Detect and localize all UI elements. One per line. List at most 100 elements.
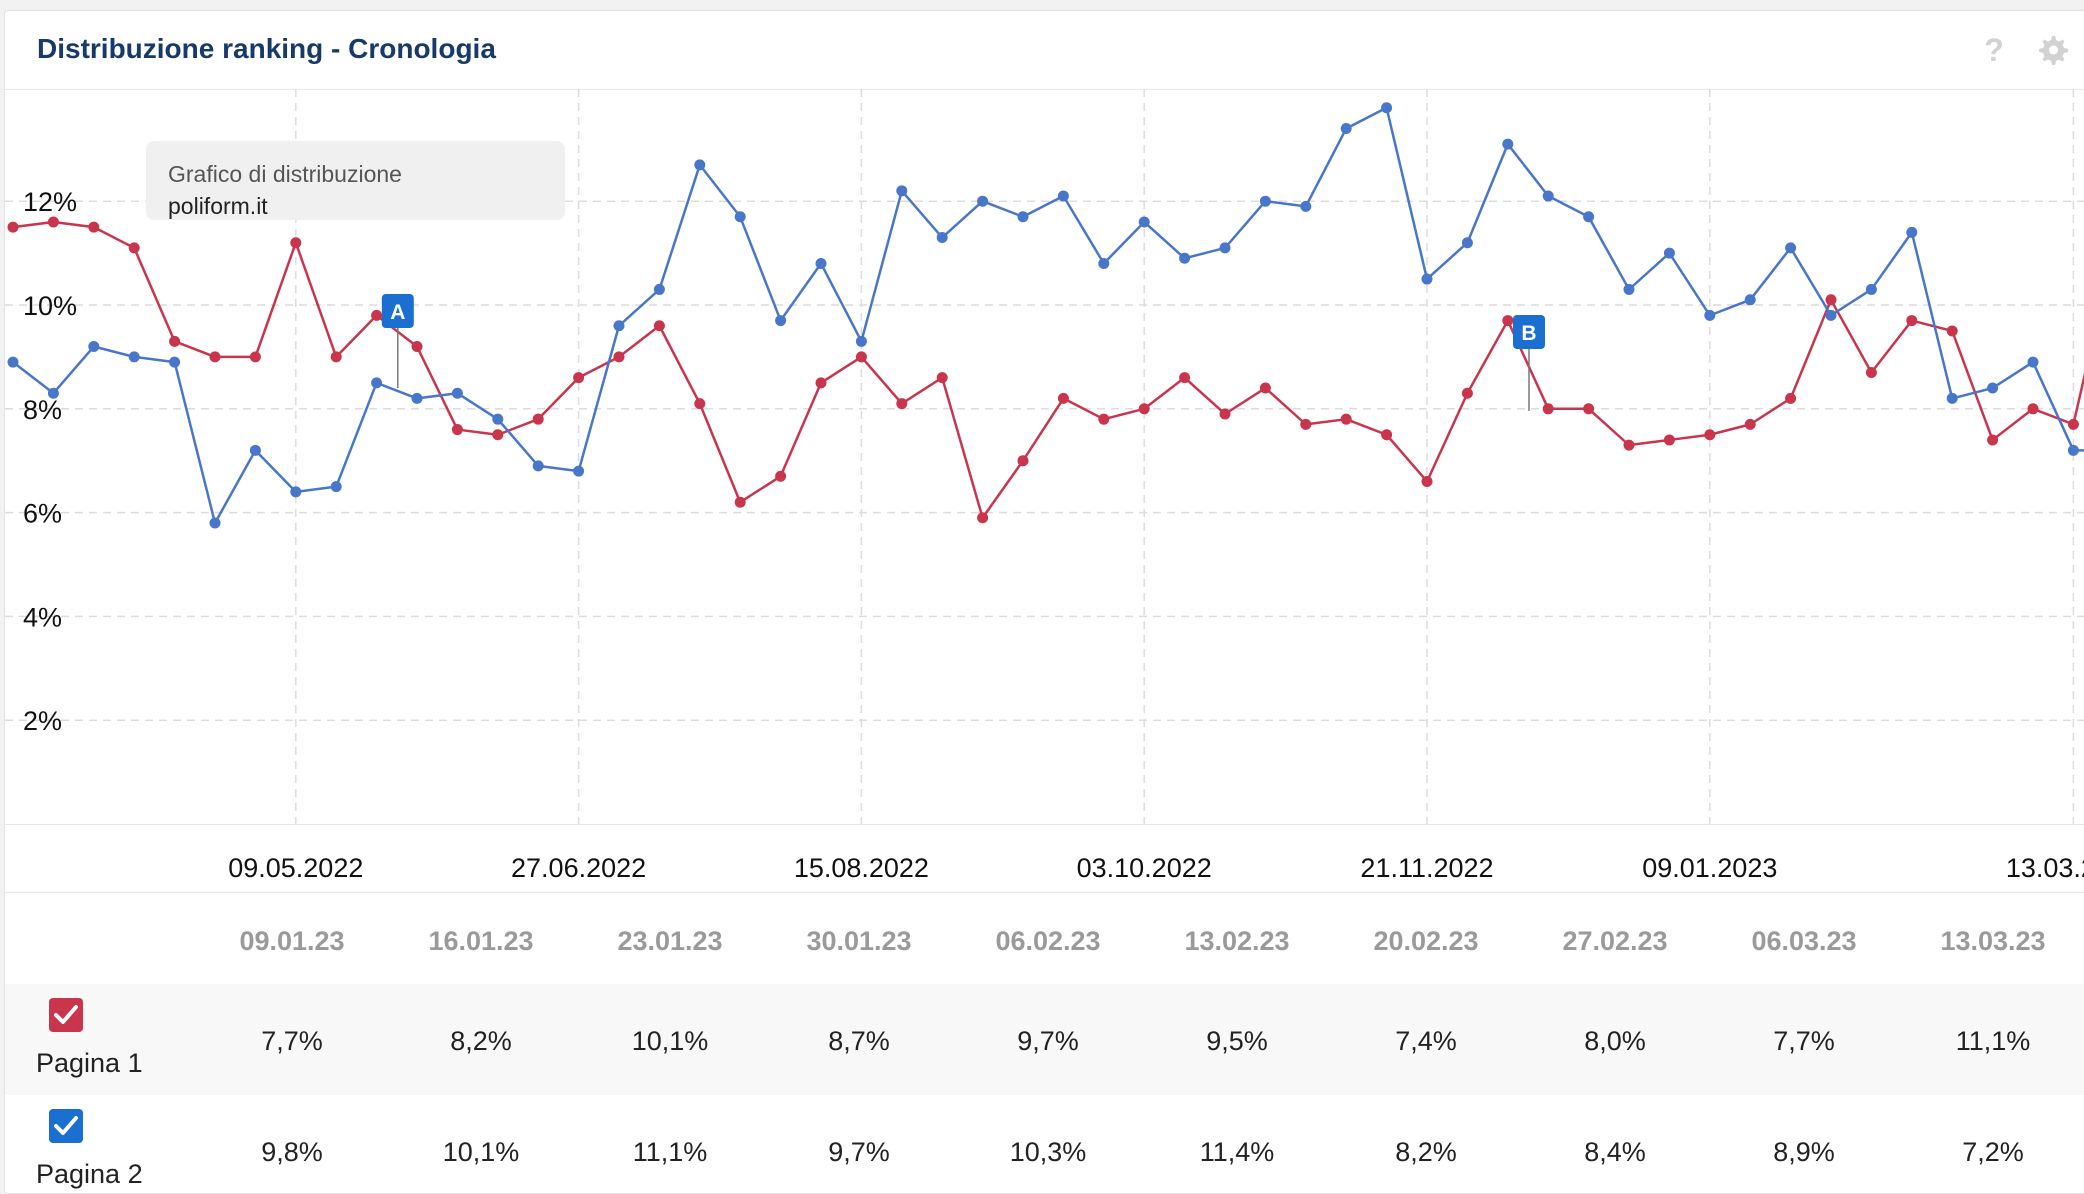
- data-point: [290, 486, 302, 498]
- pagina-1-checkbox[interactable]: [49, 998, 83, 1032]
- table-column-header: 06.03.23: [1751, 926, 1857, 956]
- data-point: [411, 392, 423, 404]
- data-point: [896, 398, 908, 410]
- panel-header: Distribuzione ranking - Cronologia ?: [5, 11, 2084, 90]
- data-point: [1179, 372, 1191, 384]
- data-point: [1623, 283, 1635, 295]
- table-cell: 8,4%: [1584, 1137, 1646, 1167]
- data-point: [2067, 418, 2079, 430]
- table-cell: 8,7%: [828, 1026, 890, 1056]
- check-icon: [54, 1005, 78, 1024]
- data-point: [128, 242, 140, 254]
- data-point: [532, 460, 544, 472]
- table-cell: 9,7%: [828, 1137, 890, 1167]
- data-point: [977, 195, 989, 207]
- data-point: [290, 237, 302, 249]
- data-point: [1259, 382, 1271, 394]
- data-point: [2067, 444, 2079, 456]
- data-point: [573, 465, 585, 477]
- table-cell: 9,5%: [1206, 1026, 1268, 1056]
- data-point: [128, 351, 140, 363]
- data-point: [1946, 392, 1958, 404]
- data-point: [653, 283, 665, 295]
- data-point: [1785, 392, 1797, 404]
- data-point: [330, 481, 342, 493]
- data-point: [451, 387, 463, 399]
- data-point: [1906, 315, 1918, 327]
- data-point: [2027, 403, 2039, 415]
- data-point: [1825, 294, 1837, 306]
- data-point: [1219, 242, 1231, 254]
- data-point: [775, 315, 787, 327]
- data-point: [1098, 413, 1110, 425]
- data-point: [1098, 257, 1110, 269]
- data-point: [1502, 315, 1514, 327]
- data-point: [936, 372, 948, 384]
- data-point: [1825, 309, 1837, 321]
- gear-icon[interactable]: [2035, 33, 2069, 67]
- data-point: [371, 309, 383, 321]
- table-column-header: 13.03.23: [1940, 926, 2046, 956]
- table-cell: 7,2%: [1962, 1137, 2024, 1167]
- pagina-2-checkbox[interactable]: [49, 1109, 83, 1143]
- data-point: [209, 351, 221, 363]
- data-point: [1138, 216, 1150, 228]
- x-tick-label: 15.08.2022: [793, 853, 929, 883]
- x-axis-labels: 09.05.2022 27.06.2022 15.08.2022 03.10.2022…: [5, 824, 2084, 893]
- y-tick-label: 6%: [23, 499, 62, 529]
- data-point: [1179, 252, 1191, 264]
- data-point: [1542, 190, 1554, 202]
- data-point: [1865, 283, 1877, 295]
- data-point: [1704, 429, 1716, 441]
- table-row-pagina-1: Pagina 1 7,7% 8,2% 10,1% 8,7% 9,7% 9,5% 7,4% 8,…: [5, 984, 2084, 1096]
- table-cell: 10,1%: [631, 1026, 709, 1056]
- help-icon[interactable]: ?: [1984, 32, 2004, 68]
- data-point: [815, 377, 827, 389]
- table-cell: 8,0%: [1584, 1026, 1646, 1056]
- table-column-header: 27.02.23: [1562, 926, 1668, 956]
- data-point: [1987, 382, 1999, 394]
- table-cell: 8,9%: [1773, 1137, 1835, 1167]
- y-tick-label: 2%: [23, 706, 62, 736]
- x-tick-label: 27.06.2022: [511, 853, 647, 883]
- data-point: [1583, 211, 1595, 223]
- data-point: [855, 335, 867, 347]
- chart-info-box: Grafico di distribuzione poliform.it: [146, 141, 565, 220]
- ranking-distribution-panel: Distribuzione ranking - Cronologia ? 2% 4…: [4, 10, 2084, 1194]
- data-point: [734, 496, 746, 508]
- data-point: [855, 351, 867, 363]
- data-point: [936, 232, 948, 244]
- info-box-domain: poliform.it: [168, 193, 268, 219]
- data-point: [613, 351, 625, 363]
- table-cell: 11,1%: [632, 1137, 708, 1167]
- data-point: [1461, 387, 1473, 399]
- data-point: [7, 221, 19, 233]
- table-column-header: 13.02.23: [1184, 926, 1290, 956]
- table-column-header: 20.02.23: [1373, 926, 1479, 956]
- data-point: [1461, 237, 1473, 249]
- data-point: [249, 444, 261, 456]
- data-point: [1421, 273, 1433, 285]
- annotation-marker: [1513, 315, 1545, 349]
- data-point: [613, 320, 625, 332]
- y-tick-label: 10%: [23, 291, 77, 321]
- table-cell: 9,7%: [1017, 1026, 1079, 1056]
- table-column-header: 09.01.23: [239, 926, 345, 956]
- table-cell: 7,7%: [261, 1026, 323, 1056]
- data-point: [330, 351, 342, 363]
- table-cell: 10,1%: [442, 1137, 520, 1167]
- data-point: [1744, 418, 1756, 430]
- data-point: [573, 372, 585, 384]
- y-tick-label: 4%: [23, 602, 62, 632]
- row-label: Pagina 2: [36, 1159, 143, 1189]
- data-point: [169, 335, 181, 347]
- data-point: [1259, 195, 1271, 207]
- data-point: [1663, 247, 1675, 259]
- data-point: [88, 341, 100, 353]
- table-column-header: 30.01.23: [806, 926, 912, 956]
- data-point: [1906, 226, 1918, 238]
- data-point: [1219, 408, 1231, 420]
- x-tick-label: 09.05.2022: [228, 853, 364, 883]
- data-point: [88, 221, 100, 233]
- data-point: [1340, 123, 1352, 135]
